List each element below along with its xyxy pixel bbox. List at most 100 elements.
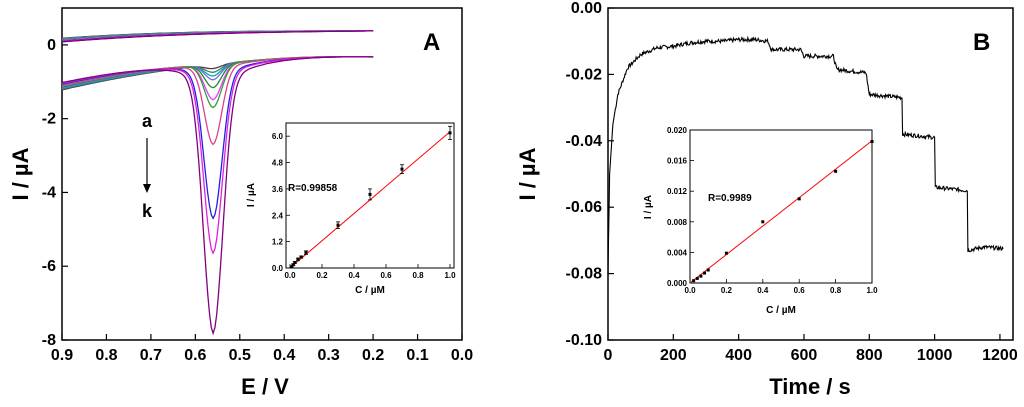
x-tick-label: 800 <box>856 347 883 364</box>
x-tick-label: 1000 <box>917 347 953 364</box>
x-tick-label: 0.0 <box>451 347 473 364</box>
inset-y-tick-label: 0.000 <box>667 279 688 288</box>
inset-y-tick-label: 0.008 <box>667 218 688 227</box>
x-tick-label: 200 <box>660 347 687 364</box>
inset-y-tick-label: 3.6 <box>272 185 284 194</box>
y-tick-label: -6 <box>42 258 56 275</box>
inset-x-tick-label: 0.0 <box>684 286 696 295</box>
x-tick-label: 0 <box>604 347 613 364</box>
x-tick-label: 400 <box>725 347 752 364</box>
inset-b-annotation: R=0.9989 <box>708 193 752 204</box>
inset-x-tick-label: 0.4 <box>757 286 769 295</box>
x-tick-label: 0.1 <box>406 347 428 364</box>
inset-b-xlabel: C / µM <box>766 305 796 316</box>
x-tick-label: 1200 <box>982 347 1018 364</box>
panel-b-inset: 0.0 0.2 0.4 0.6 0.8 1.0 0.000 0.004 0.008 0.012 0.… <box>643 126 878 316</box>
data-point <box>293 261 297 265</box>
inset-b-frame <box>689 129 873 284</box>
y-tick-label: -0.10 <box>566 332 603 349</box>
data-point <box>834 169 838 173</box>
inset-a-annotation: R=0.99858 <box>288 183 338 194</box>
panel-b-ticks: 0 200 400 600 800 1000 1200 0.00 -0.02 -0.04 -0.06… <box>566 0 1018 364</box>
inset-x-tick-label: 1.0 <box>866 286 878 295</box>
x-tick-label: 0.9 <box>51 347 73 364</box>
panel-a-ticks: 0.9 0.8 0.7 0.6 0.5 0.4 0.3 0.2 0.1 0.0 0 -2 -4 -6 -8 <box>42 37 473 364</box>
inset-y-tick-label: 0.0 <box>272 264 284 273</box>
inset-y-tick-label: 0.016 <box>667 157 688 166</box>
inset-x-tick-label: 0.8 <box>830 286 842 295</box>
data-point <box>290 265 294 269</box>
inset-y-tick-label: 6.0 <box>272 132 284 141</box>
inset-y-tick-label: 0.020 <box>667 126 688 135</box>
arrow-head-icon <box>143 184 151 193</box>
x-tick-label: 0.5 <box>229 347 251 364</box>
arrow-end-label: k <box>142 201 153 221</box>
y-tick-label: -4 <box>42 184 56 201</box>
inset-y-tick-label: 4.8 <box>272 159 284 168</box>
inset-x-tick-label: 0.4 <box>348 271 360 280</box>
data-point <box>870 139 874 143</box>
panel-a-label: A <box>423 29 440 56</box>
x-tick-label: 600 <box>791 347 818 364</box>
data-point <box>291 263 295 267</box>
panel-a: 0.9 0.8 0.7 0.6 0.5 0.4 0.3 0.2 0.1 0.00-2-4-6-8 … <box>8 7 473 399</box>
data-point <box>692 279 696 283</box>
y-tick-label: -0.04 <box>566 133 603 150</box>
inset-b-ylabel: I / µA <box>643 195 654 219</box>
inset-x-tick-label: 0.2 <box>721 286 733 295</box>
panel-b-frame <box>607 7 1014 341</box>
data-point <box>400 167 404 171</box>
y-tick-label: 0.00 <box>571 0 602 17</box>
arrow-start-label: a <box>142 111 153 131</box>
data-point <box>296 257 300 261</box>
inset-x-tick-label: 0.2 <box>316 271 328 280</box>
data-point <box>448 131 452 135</box>
inset-b-marks <box>689 139 874 284</box>
panel-b-trace <box>607 35 1004 274</box>
panel-a-inset: 0.0 0.2 0.4 0.6 0.8 1.0 0.0 1.2 2.4 3.6 4.8 6.0 C /… <box>246 122 456 296</box>
cv-curve-k-forward <box>61 56 374 336</box>
x-tick-label: 0.4 <box>273 347 295 364</box>
inset-a-ylabel: I / µA <box>246 183 257 207</box>
inset-a-marks <box>289 125 452 269</box>
y-tick-label: -0.08 <box>566 266 603 283</box>
panel-b-ylabel: I / µA <box>515 147 540 200</box>
inset-y-tick-label: 2.4 <box>272 211 284 220</box>
y-tick-label: -8 <box>42 332 56 349</box>
inset-y-tick-label: 0.012 <box>667 187 688 196</box>
data-point <box>299 255 303 259</box>
data-point <box>706 268 710 272</box>
cv-curve-e-forward <box>61 55 374 89</box>
data-point <box>699 274 703 278</box>
panel-a-curves <box>61 30 374 336</box>
cv-curve-g-forward <box>61 55 374 109</box>
data-point <box>724 251 728 255</box>
inset-x-tick-label: 0.6 <box>794 286 806 295</box>
x-tick-label: 0.2 <box>362 347 384 364</box>
inset-b-ticks: 0.0 0.2 0.4 0.6 0.8 1.0 0.000 0.004 0.008 0.012 0.… <box>667 126 878 295</box>
data-point <box>695 276 699 280</box>
x-tick-label: 0.3 <box>318 347 340 364</box>
y-tick-label: -0.02 <box>566 66 603 83</box>
y-tick-label: -0.06 <box>566 199 603 216</box>
panel-b: 0 200 400 600 800 1000 1200 0.00 -0.02 -0.04 -0.06… <box>515 0 1018 399</box>
inset-y-tick-label: 0.004 <box>667 248 688 257</box>
data-point <box>336 223 340 227</box>
inset-x-tick-label: 0.0 <box>284 271 296 280</box>
inset-x-tick-label: 0.8 <box>412 271 424 280</box>
x-tick-label: 0.7 <box>140 347 162 364</box>
inset-a-xlabel: C / µM <box>355 285 385 296</box>
panel-a-frame <box>61 7 463 341</box>
x-tick-label: 0.8 <box>95 347 117 364</box>
inset-x-tick-label: 0.6 <box>380 271 392 280</box>
fit-line <box>689 140 873 284</box>
data-point <box>304 251 308 255</box>
panel-b-label: B <box>973 29 990 56</box>
panel-b-xlabel: Time / s <box>769 374 851 399</box>
panel-a-ylabel: I / µA <box>8 147 33 200</box>
data-point <box>368 192 372 196</box>
data-point <box>703 271 707 275</box>
inset-y-tick-label: 1.2 <box>272 238 284 247</box>
data-point <box>761 220 765 224</box>
